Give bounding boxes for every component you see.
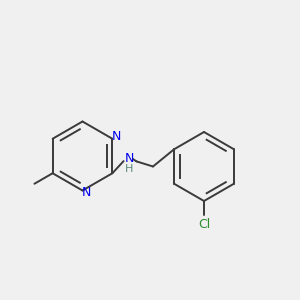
Text: N: N xyxy=(111,130,121,143)
Text: H: H xyxy=(125,164,133,174)
Text: N: N xyxy=(81,185,91,199)
Text: N: N xyxy=(124,152,134,166)
Text: Cl: Cl xyxy=(198,218,210,230)
